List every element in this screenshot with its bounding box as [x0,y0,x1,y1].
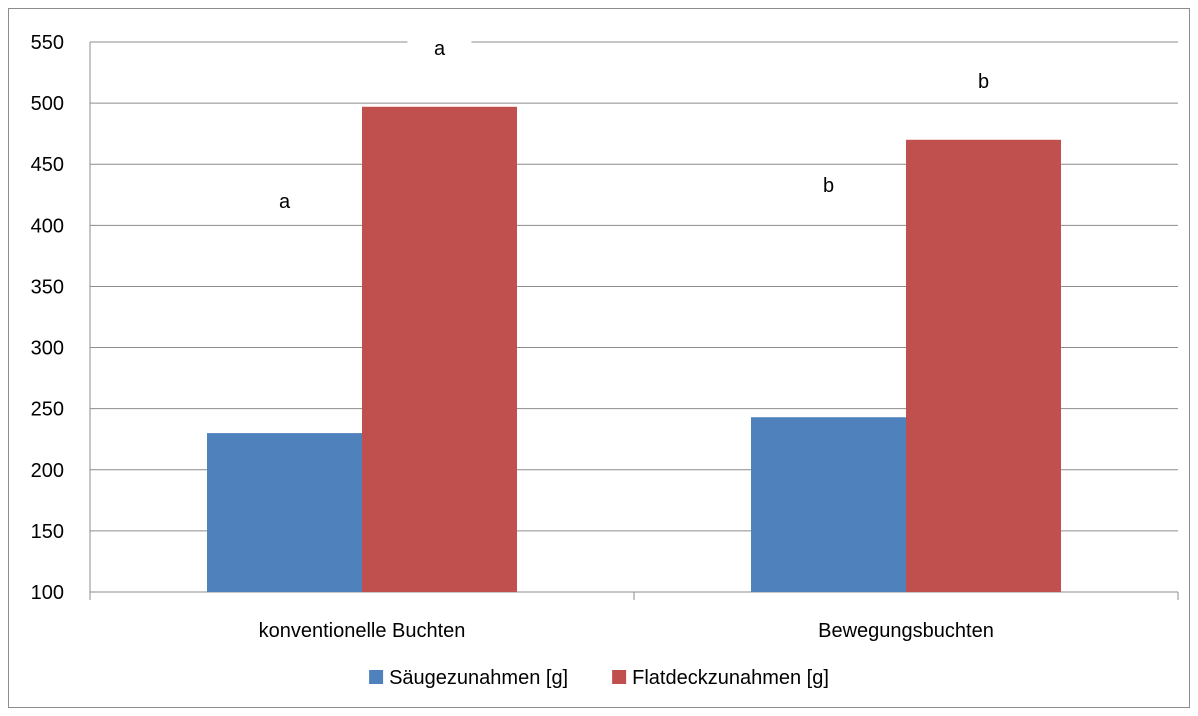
legend-label: Flatdeckzunahmen [g] [632,667,829,689]
bar-flatdeckzunahmen [906,139,1061,592]
y-tick-label: 450 [31,154,64,176]
y-tick-label: 300 [31,338,64,360]
y-tick-label: 550 [31,32,64,54]
y-tick-label: 500 [31,93,64,115]
y-tick-label: 150 [31,521,64,543]
significance-letter: b [978,71,989,93]
significance-letter: a [279,191,291,213]
x-category-label: Bewegungsbuchten [818,620,994,642]
bar-saeugezunahmen [207,433,362,592]
legend-label: Säugezunahmen [g] [389,667,568,689]
bar-saeugezunahmen [751,417,906,592]
legend-swatch [612,670,627,684]
significance-letter: a [434,38,446,60]
y-tick-label: 200 [31,460,64,482]
bar-flatdeckzunahmen [362,106,517,593]
y-tick-label: 250 [31,399,64,421]
annotation-background [951,55,1016,100]
legend-swatch [369,670,384,684]
y-tick-label: 350 [31,276,64,298]
annotation-background [407,22,472,67]
y-tick-label: 400 [31,215,64,237]
y-tick-label: 100 [31,582,64,604]
significance-letter: b [823,175,834,197]
x-category-label: konventionelle Buchten [259,620,466,642]
